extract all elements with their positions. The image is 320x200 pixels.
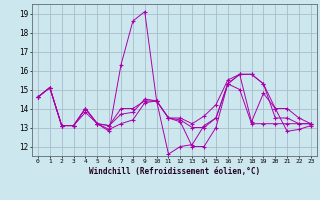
X-axis label: Windchill (Refroidissement éolien,°C): Windchill (Refroidissement éolien,°C) — [89, 167, 260, 176]
